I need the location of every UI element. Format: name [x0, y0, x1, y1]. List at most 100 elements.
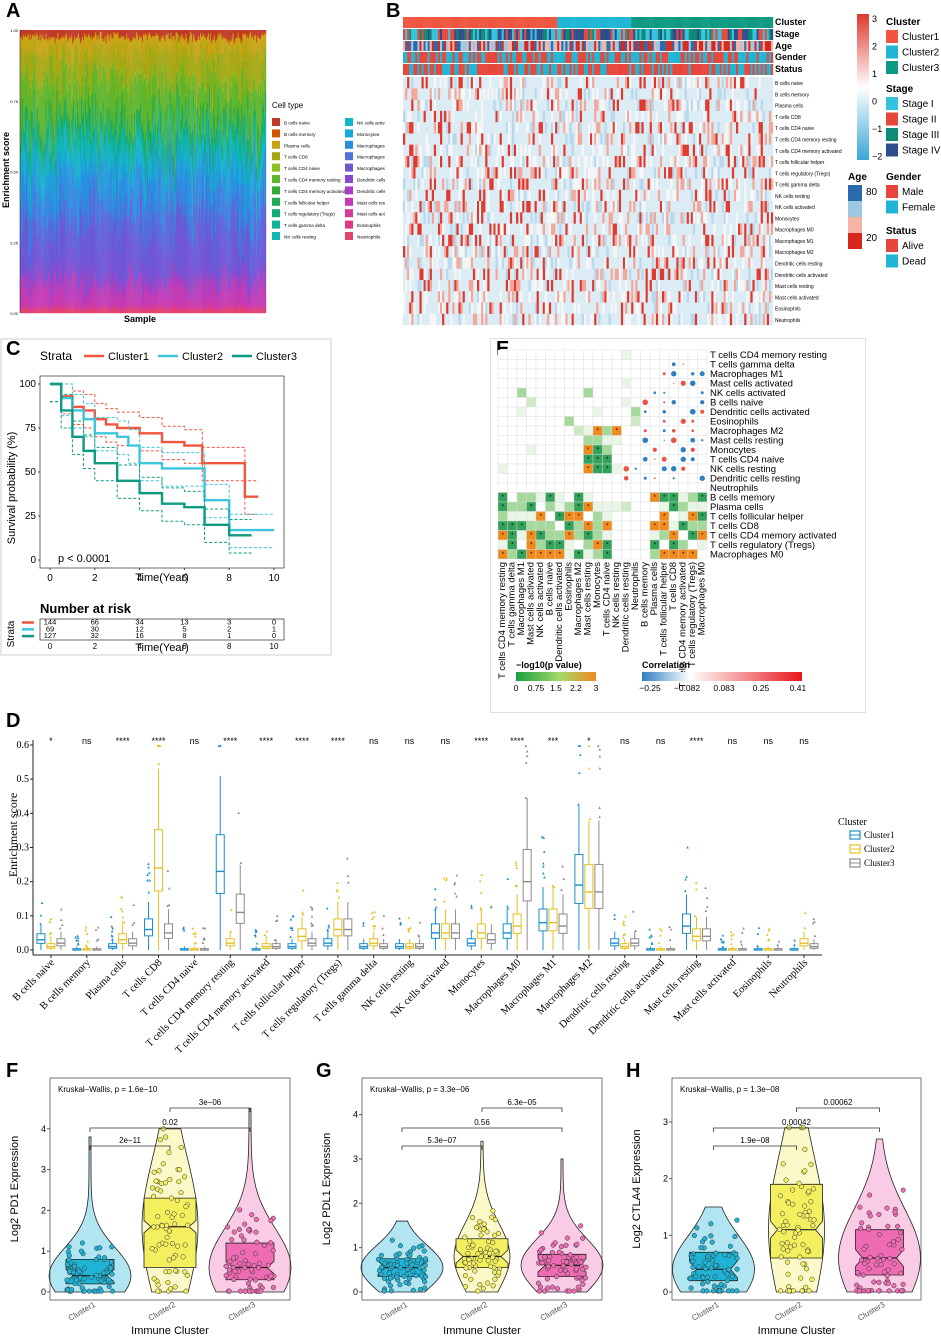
panel-a-sample-segment	[138, 40, 140, 54]
panel-a-sample-segment	[144, 30, 147, 33]
panel-a-sample-segment	[93, 162, 95, 167]
panel-a-sample-segment	[55, 310, 57, 314]
panel-a-sample-segment	[180, 43, 182, 61]
panel-a-sample-segment	[112, 48, 114, 61]
panel-a-sample-segment	[229, 296, 231, 304]
panel-a-sample-segment	[201, 280, 203, 308]
panel-a-sample-segment	[43, 187, 45, 201]
panel-a-sample-segment	[119, 180, 121, 220]
panel-a-sample-segment	[111, 242, 113, 290]
panel-a-sample-segment	[175, 310, 177, 314]
panel-a-sample-segment	[58, 127, 60, 129]
panel-a-sample-segment	[61, 276, 63, 286]
panel-a-sample-segment	[91, 155, 94, 164]
panel-a-sample-segment	[228, 30, 230, 43]
panel-a-sample-segment	[104, 208, 106, 247]
panel-a-sample-segment	[43, 167, 45, 170]
panel-a-sample-segment	[132, 185, 134, 223]
panel-a-sample-segment	[239, 169, 241, 190]
panel-a-sample-segment	[24, 157, 27, 183]
panel-a-sample-segment	[215, 310, 217, 312]
panel-a-sample-segment	[76, 287, 78, 290]
panel-a-sample-segment	[70, 154, 72, 160]
panel-a-sample-segment	[161, 166, 163, 174]
panel-a-sample-segment	[39, 181, 41, 187]
panel-a-sample-segment	[107, 148, 109, 165]
panel-a-sample-segment	[223, 135, 225, 140]
panel-a-sample-segment	[73, 255, 75, 265]
panel-a-sample-segment	[139, 298, 141, 305]
panel-a-sample-segment	[142, 260, 144, 281]
panel-a-sample-segment	[140, 69, 142, 75]
panel-a-sample-segment	[67, 156, 69, 164]
panel-a-sample-segment	[29, 273, 32, 288]
panel-a-sample-segment	[68, 80, 70, 84]
panel-a-sample-segment	[127, 286, 129, 292]
panel-a-sample-segment	[28, 118, 31, 123]
panel-a-sample-segment	[201, 30, 203, 36]
panel-a-sample-segment	[104, 160, 106, 210]
panel-a-sample-segment	[166, 44, 168, 76]
panel-a-sample-segment	[186, 161, 188, 166]
panel-a-sample-segment	[83, 309, 86, 314]
panel-a-sample-segment	[67, 306, 69, 314]
panel-a-sample-segment	[106, 308, 108, 314]
panel-a-sample-segment	[219, 177, 221, 216]
panel-a-sample-segment	[117, 284, 119, 288]
panel-a-sample-segment	[113, 138, 115, 143]
panel-a-sample-segment	[140, 128, 142, 131]
panel-a-sample-segment	[172, 36, 174, 54]
panel-a-sample-segment	[219, 310, 221, 314]
panel-a-sample-segment	[88, 271, 91, 309]
panel-a-sample-segment	[78, 140, 80, 151]
panel-a-sample-segment	[41, 131, 43, 135]
panel-a-sample-segment	[91, 301, 94, 306]
panel-a-sample-segment	[225, 39, 227, 46]
panel-a-sample-segment	[207, 218, 210, 237]
panel-a-sample-segment	[156, 30, 158, 34]
panel-a-sample-segment	[203, 308, 205, 311]
panel-a-sample-segment	[111, 117, 113, 126]
panel-a-sample-segment	[167, 128, 169, 136]
panel-a-sample-segment	[220, 290, 222, 293]
panel-a-sample-segment	[77, 247, 79, 262]
panel-a-sample-segment	[62, 35, 64, 37]
panel-a-sample-segment	[49, 173, 51, 180]
panel-a-sample-segment	[24, 182, 27, 190]
panel-a-sample-segment	[45, 85, 47, 101]
panel-a-sample-segment	[117, 143, 119, 149]
panel-a-sample-segment	[62, 51, 64, 119]
panel-a-sample-segment	[153, 36, 155, 37]
panel-a-sample-segment	[218, 214, 220, 230]
panel-a-sample-segment	[157, 274, 159, 279]
panel-a-sample-segment	[53, 140, 55, 152]
panel-a-sample-segment	[164, 184, 166, 205]
panel-a-sample-segment	[161, 30, 163, 37]
panel-a-sample-segment	[87, 250, 90, 291]
panel-a-sample-segment	[38, 138, 40, 147]
panel-a-sample-segment	[89, 289, 92, 302]
panel-a-sample-segment	[44, 306, 46, 310]
panel-a-sample-segment	[50, 37, 52, 45]
panel-a-sample-segment	[237, 278, 239, 306]
panel-a-sample-segment	[66, 142, 68, 167]
panel-a-sample-segment	[78, 289, 80, 294]
panel-a-sample-segment	[37, 148, 39, 158]
panel-a-sample-segment	[231, 127, 233, 135]
panel-a-sample-segment	[118, 290, 120, 293]
panel-a-sample-segment	[79, 30, 81, 38]
panel-a-sample-segment	[142, 78, 144, 80]
panel-a-sample-segment	[94, 223, 96, 265]
panel-a-sample-segment	[90, 54, 93, 93]
panel-a-sample-segment	[211, 30, 214, 38]
panel-a-sample-segment	[145, 156, 148, 161]
panel-a-sample-segment	[65, 271, 67, 274]
panel-a-sample-segment	[176, 136, 178, 176]
panel-a-sample-segment	[102, 121, 104, 131]
panel-a-sample-segment	[167, 181, 169, 186]
panel-a-sample-segment	[232, 144, 234, 150]
panel-a-sample-segment	[156, 162, 158, 170]
panel-a-sample-segment	[128, 30, 130, 37]
panel-a-sample-segment	[23, 36, 26, 55]
panel-a-sample-segment	[83, 164, 86, 169]
